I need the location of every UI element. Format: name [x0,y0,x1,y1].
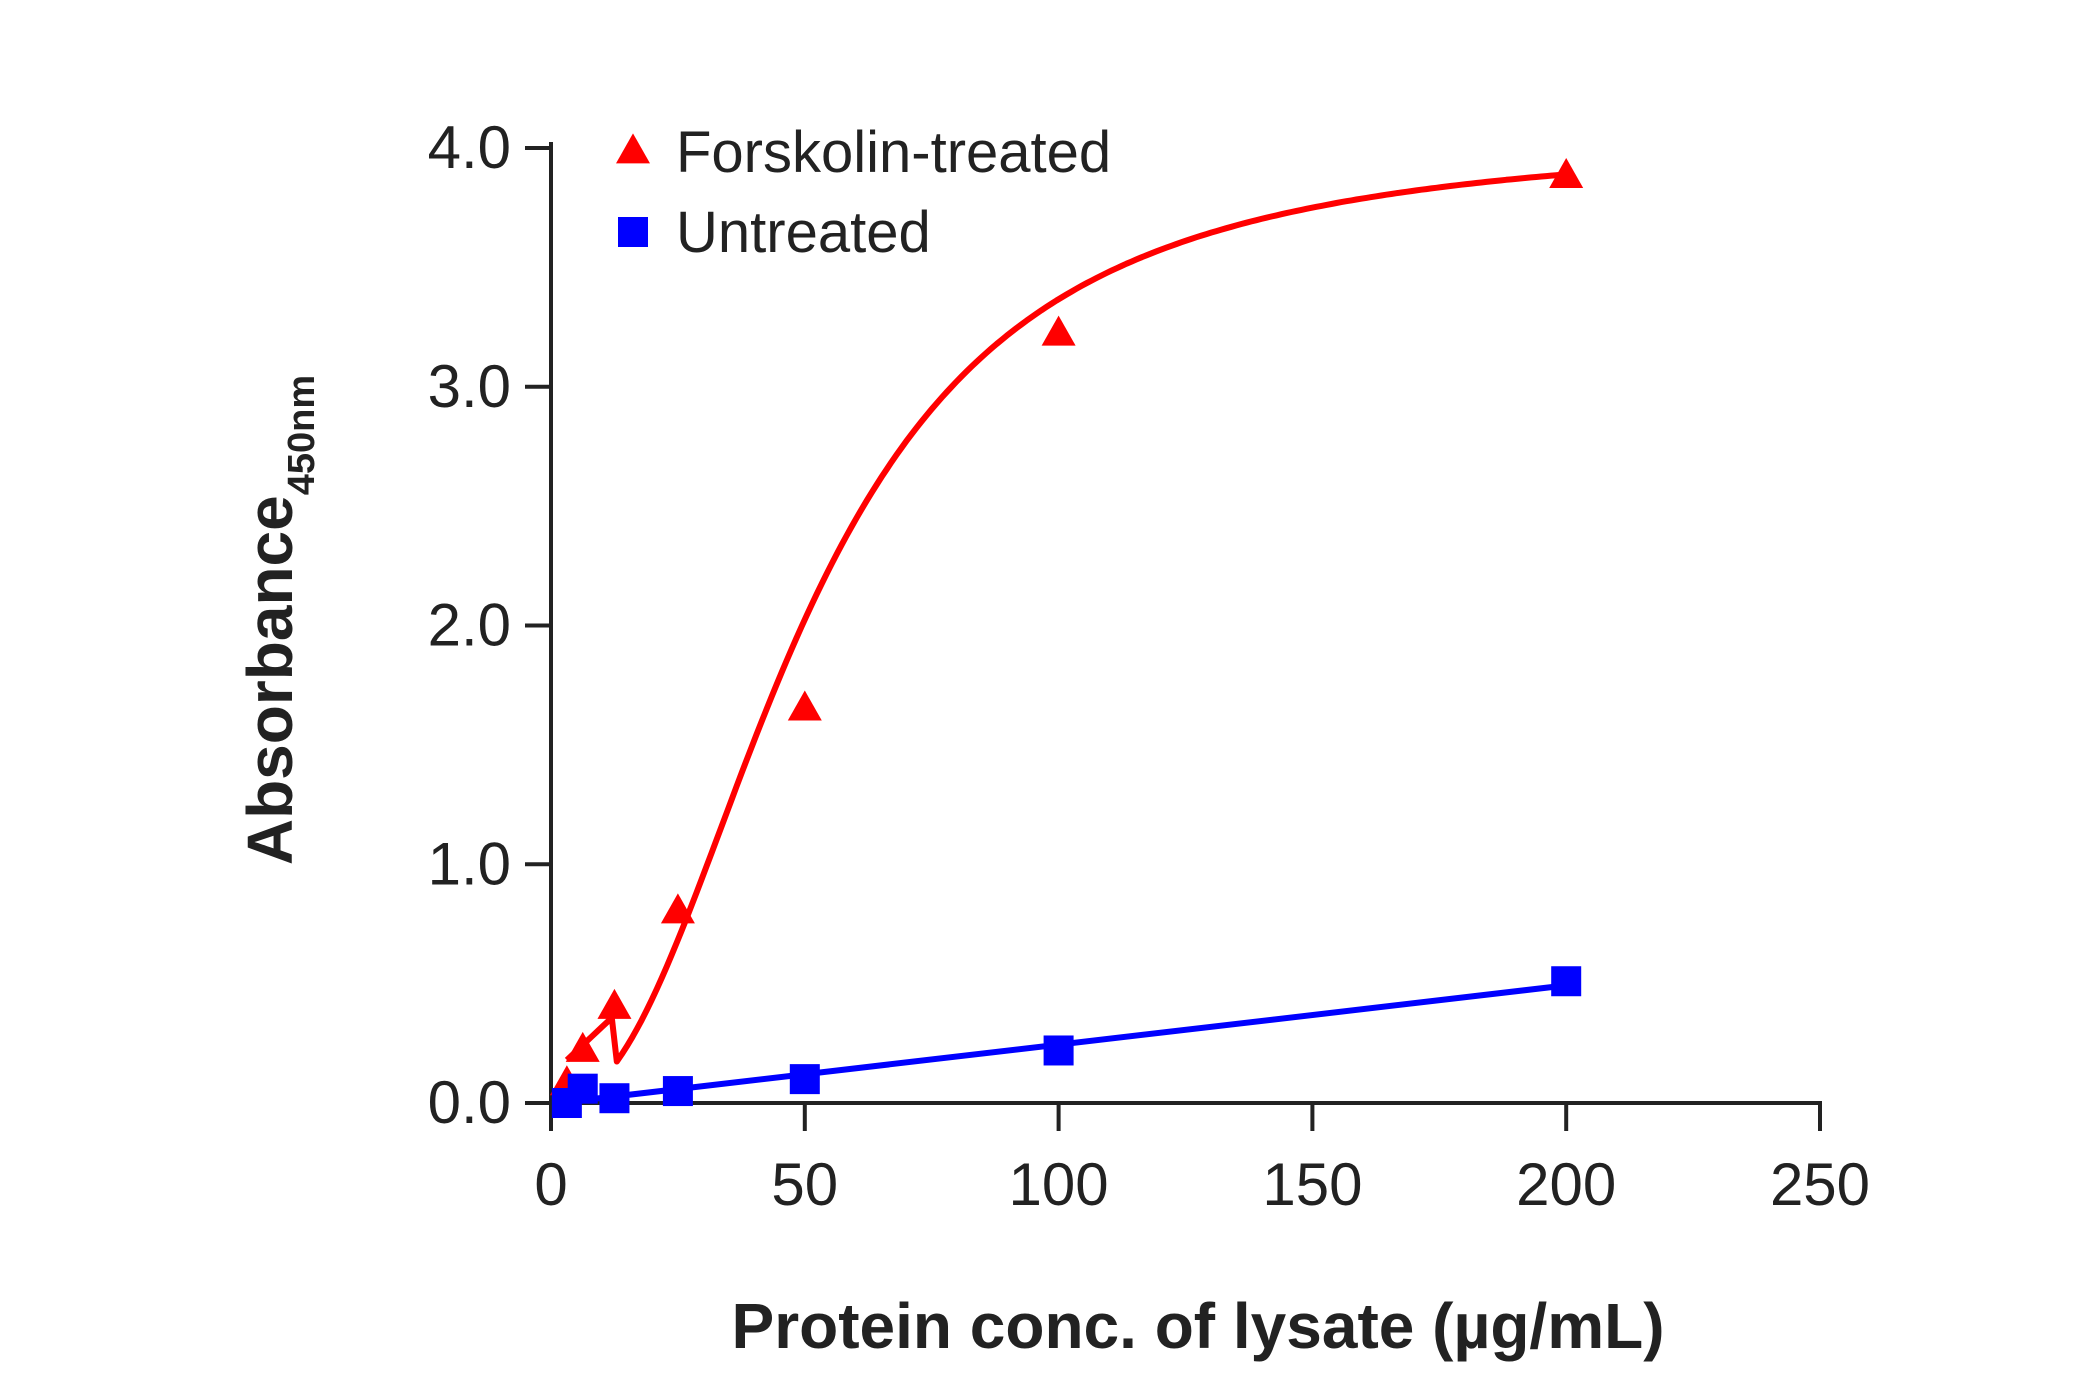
untreated-point [789,1064,820,1095]
untreated-point [662,1076,693,1107]
y-tick-label: 1.0 [428,830,511,897]
x-tick-label: 0 [534,1151,567,1218]
forskolin-point [597,988,632,1019]
forskolin-point [565,1031,600,1062]
legend-label-untreated: Untreated [676,200,931,265]
y-tick-label: 3.0 [428,353,511,420]
y-tick-label: 2.0 [428,592,511,659]
x-ticks: 0 50 100 150 200 250 [534,1103,1870,1218]
untreated-point [1551,966,1582,997]
untreated-point [599,1083,630,1114]
y-axis-title-main: Absorbance [234,495,306,865]
y-tick-label: 0.0 [428,1069,511,1136]
legend-label-forskolin: Forskolin-treated [676,120,1111,185]
x-tick-label: 200 [1516,1151,1616,1218]
legend: Forskolin-treated Untreated [616,120,1111,265]
x-tick-label: 50 [771,1151,838,1218]
fit-curves [564,171,1567,1105]
untreated-point [1043,1035,1074,1066]
forskolin-point [787,690,822,721]
y-axis-title-subscript: 450nm [281,375,323,495]
forskolin-point [1549,158,1584,189]
x-tick-label: 250 [1770,1151,1870,1218]
x-tick-label: 100 [1009,1151,1109,1218]
y-ticks: 0.0 1.0 2.0 3.0 4.0 [428,114,551,1136]
axes [549,142,1822,1105]
untreated-point [567,1073,598,1104]
y-tick-label: 4.0 [428,114,511,181]
forskolin-point [660,893,695,924]
legend-marker-untreated [618,217,648,247]
x-tick-label: 150 [1262,1151,1362,1218]
x-axis-title: Protein conc. of lysate (µg/mL) [732,1290,1665,1362]
data-points [549,158,1584,1118]
forskolin-fit-line [564,171,1567,1065]
legend-marker-forskolin [616,133,650,164]
forskolin-point [1041,315,1076,346]
y-axis-title: Absorbance450nm [234,375,323,865]
